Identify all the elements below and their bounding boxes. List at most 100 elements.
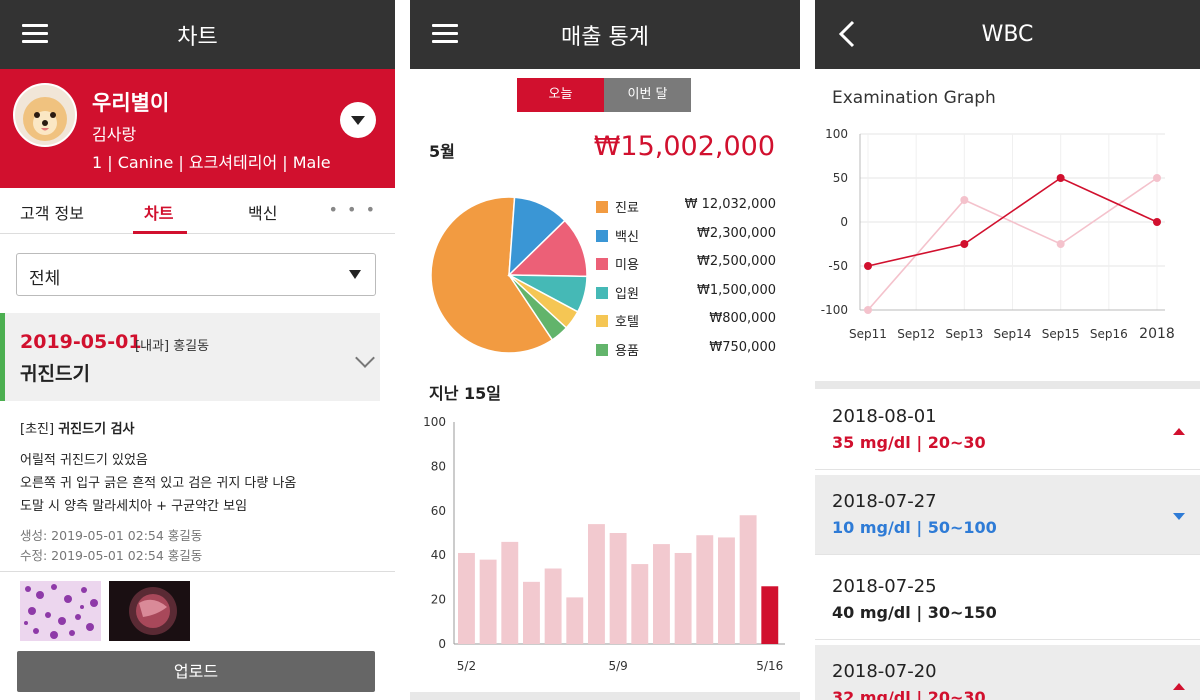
x-tick-label: Sep16 bbox=[1090, 327, 1128, 341]
upload-button[interactable]: 업로드 bbox=[17, 651, 375, 692]
top-bar: WBC bbox=[815, 0, 1200, 69]
result-date: 2018-07-25 bbox=[832, 576, 937, 597]
legend-value: ₩2,300,000 bbox=[696, 225, 776, 241]
series-point bbox=[960, 196, 969, 204]
tab-vaccine[interactable]: 백신 bbox=[248, 204, 278, 223]
pet-name: 우리별이 bbox=[92, 91, 170, 115]
record-title: 귀진드기 bbox=[20, 363, 90, 385]
back-icon[interactable] bbox=[835, 18, 859, 50]
legend-label: 용품 bbox=[615, 343, 639, 359]
legend-label: 백신 bbox=[615, 229, 639, 245]
result-value: 32 mg/dl | 20~30 bbox=[832, 688, 986, 700]
pie-slice bbox=[507, 219, 588, 278]
menu-icon[interactable] bbox=[432, 24, 458, 44]
record-line: 어릴적 귀진드기 있었음 bbox=[20, 453, 148, 468]
attachment-thumbnail[interactable] bbox=[20, 581, 101, 641]
pie-slice bbox=[430, 196, 554, 354]
bar bbox=[479, 559, 497, 644]
attachment-thumbnail[interactable] bbox=[109, 581, 190, 641]
y-tick-label: 40 bbox=[431, 548, 446, 562]
series-point bbox=[864, 306, 872, 314]
chart-screen: 차트 우리별이 김사랑 1 | Canine | 요크셔테리어 | Male 고… bbox=[0, 0, 395, 700]
legend-swatch bbox=[596, 201, 608, 213]
result-item[interactable]: 2018-07-25 40 mg/dl | 30~150 bbox=[815, 560, 1200, 640]
legend-swatch bbox=[596, 343, 608, 356]
top-bar: 차트 bbox=[0, 0, 395, 69]
total-amount: ₩15,002,000 bbox=[593, 131, 775, 162]
daily-bar-chart: 0 20 40 60 80 100 5/2 5/9 5/16 bbox=[423, 415, 785, 673]
legend-value: ₩2,500,000 bbox=[696, 254, 776, 269]
bar bbox=[501, 541, 519, 644]
series-line bbox=[867, 177, 1158, 267]
bar bbox=[588, 524, 605, 644]
screen-title: 매출 통계 bbox=[561, 24, 649, 50]
segment-today[interactable]: 오늘 bbox=[517, 78, 604, 112]
y-tick-label: 20 bbox=[431, 593, 446, 607]
divider bbox=[0, 571, 395, 572]
record-tag: [초진] bbox=[20, 422, 55, 437]
record-line: 도말 시 양측 말라세치아 + 구균약간 보임 bbox=[20, 499, 248, 514]
month-label: 5월 bbox=[429, 142, 455, 161]
tab-chart[interactable]: 차트 bbox=[144, 204, 174, 223]
legend-swatch bbox=[596, 229, 608, 242]
result-date: 2018-08-01 bbox=[832, 406, 937, 427]
legend-swatch bbox=[596, 315, 608, 327]
bar bbox=[458, 552, 475, 644]
record-tag-title: 귀진드기 검사 bbox=[58, 422, 135, 437]
x-tick-label: Sep13 bbox=[945, 327, 983, 341]
segment-this-month[interactable]: 이번 달 bbox=[604, 78, 691, 112]
legend-label: 호텔 bbox=[615, 315, 639, 330]
menu-icon[interactable] bbox=[22, 24, 48, 44]
modified-info: 수정: 2019-05-01 02:54 홍길동 bbox=[20, 548, 203, 563]
legend-item: 호텔 ₩800,000 bbox=[596, 310, 776, 339]
trend-up-icon bbox=[1173, 683, 1185, 690]
series-point bbox=[1056, 240, 1065, 248]
sales-pie-chart bbox=[430, 196, 588, 354]
y-tick-label: 50 bbox=[833, 171, 848, 185]
legend-item: 용품 ₩750,000 bbox=[596, 339, 776, 368]
result-item[interactable]: 2018-07-20 32 mg/dl | 20~30 bbox=[815, 645, 1200, 700]
x-tick-label: 2018 bbox=[1139, 326, 1175, 342]
tab-customer-info[interactable]: 고객 정보 bbox=[20, 204, 84, 223]
legend-item: 입원 ₩1,500,000 bbox=[596, 282, 776, 311]
x-tick-label: 5/9 bbox=[608, 659, 627, 673]
graph-title: Examination Graph bbox=[832, 88, 996, 108]
result-item[interactable]: 2018-08-01 35 mg/dl | 20~30 bbox=[815, 390, 1200, 470]
result-item[interactable]: 2018-07-27 10 mg/dl | 50~100 bbox=[815, 475, 1200, 555]
result-value: 35 mg/dl | 20~30 bbox=[832, 433, 986, 452]
legend-label: 입원 bbox=[615, 286, 639, 302]
y-tick-label: 100 bbox=[423, 415, 446, 429]
bar bbox=[523, 581, 540, 644]
record-dept: [내과] 홍길동 bbox=[135, 339, 210, 354]
pie-slice bbox=[508, 274, 568, 341]
profile-dropdown-button[interactable] bbox=[340, 102, 376, 138]
screen-title: 차트 bbox=[177, 24, 218, 50]
divider bbox=[410, 692, 800, 700]
y-tick-label: 0 bbox=[840, 215, 848, 229]
legend-item: 미용 ₩2,500,000 bbox=[596, 253, 776, 282]
result-date: 2018-07-20 bbox=[832, 661, 937, 682]
more-icon[interactable]: • • • bbox=[328, 200, 377, 219]
filter-select[interactable]: 전체 bbox=[16, 253, 376, 296]
x-tick-label: 5/16 bbox=[756, 659, 783, 673]
legend-swatch bbox=[596, 258, 608, 270]
divider bbox=[815, 381, 1200, 389]
x-tick-label: Sep15 bbox=[1042, 327, 1080, 341]
result-value: 10 mg/dl | 50~100 bbox=[832, 518, 997, 537]
active-tab-indicator bbox=[133, 231, 187, 234]
bar bbox=[696, 535, 714, 644]
pet-info: 1 | Canine | 요크셔테리어 | Male bbox=[92, 153, 331, 172]
bar bbox=[718, 537, 735, 644]
legend-value: ₩800,000 bbox=[709, 311, 776, 326]
last-15-days-title: 지난 15일 bbox=[429, 384, 501, 403]
x-tick-label: Sep12 bbox=[897, 327, 935, 341]
series-point bbox=[864, 262, 872, 270]
record-header[interactable]: 2019-05-01 [내과] 홍길동 귀진드기 bbox=[0, 313, 380, 401]
legend-value: ₩ 12,032,000 bbox=[684, 197, 776, 212]
bar bbox=[674, 552, 692, 644]
legend-label: 미용 bbox=[615, 258, 639, 273]
chevron-down-icon[interactable] bbox=[355, 348, 375, 368]
pet-profile: 우리별이 김사랑 1 | Canine | 요크셔테리어 | Male bbox=[0, 69, 395, 188]
y-tick-label: 60 bbox=[431, 504, 446, 518]
